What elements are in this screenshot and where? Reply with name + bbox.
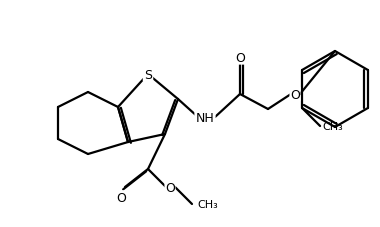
Text: S: S <box>144 68 152 81</box>
Text: O: O <box>165 181 175 194</box>
Text: O: O <box>235 52 245 65</box>
Text: NH: NH <box>196 111 214 124</box>
Text: CH₃: CH₃ <box>197 199 218 209</box>
Text: O: O <box>116 191 126 204</box>
Text: O: O <box>290 88 300 101</box>
Text: CH₃: CH₃ <box>322 121 343 131</box>
